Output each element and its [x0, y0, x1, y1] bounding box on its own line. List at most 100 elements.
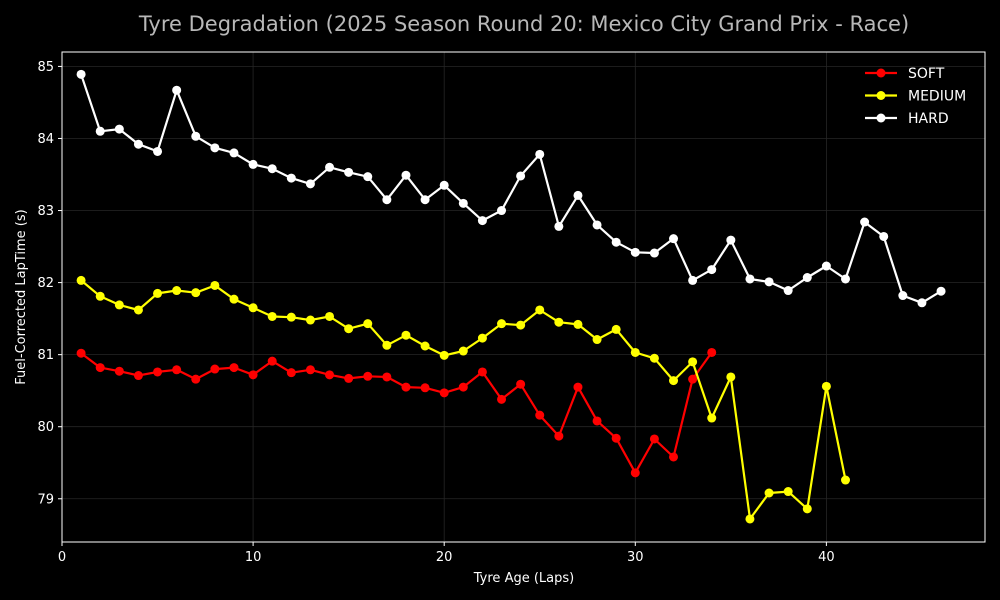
axis-ticks: 0 10 20 30 40 79 80 81 82 83 84 85 — [37, 60, 834, 565]
data-point-hard — [172, 85, 182, 95]
data-point-soft — [382, 372, 392, 382]
data-point-soft — [229, 363, 239, 373]
data-point-medium — [305, 315, 315, 325]
x-tick-label: 0 — [58, 550, 66, 565]
x-tick-label: 30 — [627, 550, 644, 565]
data-point-soft — [707, 347, 717, 357]
x-tick-label: 20 — [436, 550, 453, 565]
data-point-medium — [649, 353, 659, 363]
data-point-hard — [726, 235, 736, 245]
data-point-soft — [401, 382, 411, 392]
data-point-soft — [477, 367, 487, 377]
data-point-hard — [745, 274, 755, 284]
data-point-medium — [382, 340, 392, 350]
data-point-soft — [210, 364, 220, 374]
data-point-soft — [286, 368, 296, 378]
data-point-hard — [477, 216, 487, 226]
data-point-hard — [210, 143, 220, 153]
data-point-soft — [325, 370, 335, 380]
data-point-hard — [573, 190, 583, 200]
data-point-soft — [191, 374, 201, 384]
y-axis-label: Fuel-Corrected LapTime (s) — [14, 209, 29, 384]
data-point-medium — [573, 319, 583, 329]
y-tick-label: 80 — [37, 420, 54, 435]
data-point-hard — [229, 148, 239, 158]
data-point-hard — [936, 286, 946, 296]
data-point-hard — [821, 261, 831, 271]
legend-marker-soft — [876, 68, 886, 78]
data-point-hard — [860, 217, 870, 227]
data-point-medium — [669, 376, 679, 386]
series-line-soft — [80, 351, 713, 474]
y-tick-label: 82 — [37, 276, 54, 291]
data-point-hard — [898, 291, 908, 301]
data-point-medium — [114, 300, 124, 310]
data-point-hard — [917, 298, 927, 308]
data-point-soft — [267, 356, 277, 366]
data-point-medium — [439, 350, 449, 360]
data-point-medium — [535, 305, 545, 315]
data-point-medium — [95, 291, 105, 301]
y-tick-label: 85 — [37, 60, 54, 75]
y-tick-label: 79 — [37, 492, 54, 507]
data-point-hard — [554, 221, 564, 231]
data-point-medium — [267, 311, 277, 321]
data-point-medium — [688, 357, 698, 367]
series-hard — [76, 69, 946, 308]
data-point-hard — [840, 274, 850, 284]
data-point-soft — [516, 379, 526, 389]
x-tick-label: 40 — [818, 550, 835, 565]
data-point-soft — [669, 452, 679, 462]
data-point-medium — [726, 372, 736, 382]
data-point-hard — [783, 286, 793, 296]
data-point-hard — [630, 247, 640, 257]
data-point-medium — [592, 335, 602, 345]
data-point-medium — [745, 514, 755, 524]
data-point-soft — [248, 370, 258, 380]
data-point-medium — [497, 319, 507, 329]
data-point-medium — [248, 303, 258, 313]
legend: SOFT MEDIUM HARD — [865, 66, 966, 127]
y-tick-label: 83 — [37, 204, 54, 219]
data-point-hard — [382, 195, 392, 205]
data-point-soft — [305, 365, 315, 375]
data-point-soft — [649, 434, 659, 444]
data-point-hard — [344, 167, 354, 177]
data-point-medium — [840, 475, 850, 485]
data-point-soft — [439, 388, 449, 398]
data-point-soft — [95, 363, 105, 373]
y-tick-label: 84 — [37, 132, 54, 147]
legend-entry-medium: MEDIUM — [865, 89, 966, 105]
data-point-medium — [153, 288, 163, 298]
data-point-medium — [611, 324, 621, 334]
data-point-soft — [554, 431, 564, 441]
legend-label-soft: SOFT — [908, 66, 945, 82]
data-point-hard — [420, 195, 430, 205]
data-point-hard — [879, 231, 889, 241]
data-point-hard — [76, 69, 86, 79]
data-point-hard — [535, 149, 545, 159]
data-point-medium — [401, 330, 411, 340]
data-point-soft — [592, 416, 602, 426]
data-point-medium — [344, 324, 354, 334]
data-point-hard — [497, 206, 507, 216]
data-point-medium — [477, 333, 487, 343]
legend-marker-hard — [876, 113, 886, 123]
x-tick-label: 10 — [245, 550, 262, 565]
data-point-medium — [229, 294, 239, 304]
chart-title: Tyre Degradation (2025 Season Round 20: … — [138, 12, 909, 36]
data-point-hard — [669, 234, 679, 244]
data-point-hard — [114, 124, 124, 134]
data-point-soft — [630, 468, 640, 478]
data-point-soft — [458, 382, 468, 392]
data-point-medium — [172, 286, 182, 296]
data-point-hard — [95, 126, 105, 136]
data-point-soft — [611, 433, 621, 443]
legend-label-hard: HARD — [908, 111, 949, 127]
data-point-medium — [554, 317, 564, 327]
data-point-soft — [76, 348, 86, 358]
y-tick-label: 81 — [37, 348, 54, 363]
data-point-soft — [420, 383, 430, 393]
legend-entry-hard: HARD — [865, 111, 949, 127]
data-point-hard — [764, 277, 774, 287]
